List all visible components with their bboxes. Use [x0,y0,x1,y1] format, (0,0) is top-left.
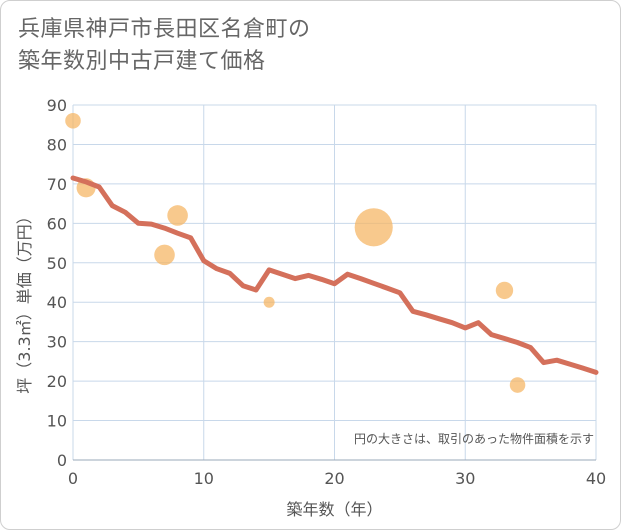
line-layer [70,175,599,375]
y-tick-label: 20 [47,372,67,391]
chart-title: 兵庫県神戸市長田区名倉町の 築年数別中古戸建て価格 [18,14,311,78]
bubble-point [509,377,526,393]
x-tick-label: 0 [68,469,78,488]
y-axis-label: 坪（3.3㎡）単価（万円） [15,208,34,393]
y-tick-label: 0 [57,451,67,470]
x-tick-label: 40 [586,469,606,488]
chart-title-line-1: 兵庫県神戸市長田区名倉町の [18,17,311,42]
bubble-point [354,208,393,247]
bubble-point [495,281,514,300]
tick-layer: 0 10 20 30 40 50 60 70 80 90 0 10 20 30 40 [47,96,607,488]
price-trend-line [70,175,599,375]
x-tick-label: 20 [324,469,344,488]
x-tick-label: 30 [455,469,475,488]
y-tick-label: 40 [47,293,67,312]
bubble-point [65,112,81,129]
chart-title-line-2: 築年数別中古戸建て価格 [18,49,266,74]
bubble-point [167,205,188,226]
chart-annotation: 円の大きさは、取引のあった物件面積を示す [354,431,594,446]
y-tick-label: 30 [47,333,67,352]
y-tick-label: 90 [47,96,67,115]
x-axis-label: 築年数（年） [286,500,382,519]
y-tick-label: 60 [47,214,67,233]
bubble-point [263,296,275,308]
y-tick-label: 80 [47,135,67,154]
y-tick-label: 10 [47,412,67,431]
y-tick-label: 70 [47,175,67,194]
bubble-layer [65,112,526,393]
bubble-point [154,244,175,266]
y-tick-label: 50 [47,254,67,273]
x-tick-label: 10 [194,469,214,488]
